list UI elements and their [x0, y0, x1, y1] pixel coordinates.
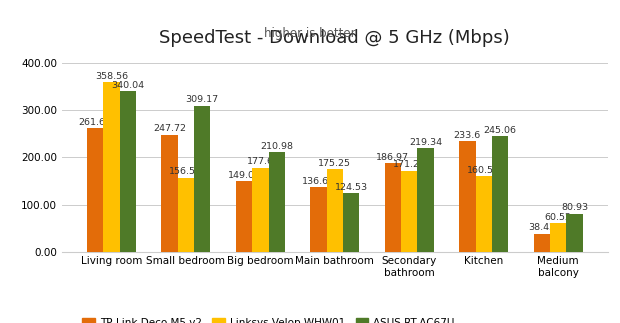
Bar [252, 168, 268, 252]
Text: 245.06: 245.06 [484, 126, 516, 135]
Bar [550, 223, 567, 252]
Bar [236, 182, 252, 252]
Text: 261.64: 261.64 [79, 118, 112, 127]
Bar [401, 171, 417, 252]
Bar [161, 135, 178, 252]
Bar [492, 136, 508, 252]
Bar [310, 187, 327, 252]
Text: higher is better: higher is better [264, 27, 356, 40]
Bar [194, 106, 210, 252]
Text: 219.34: 219.34 [409, 138, 442, 147]
Bar [343, 193, 360, 252]
Text: 309.17: 309.17 [185, 95, 219, 104]
Bar [178, 178, 194, 252]
Text: 124.53: 124.53 [335, 182, 368, 192]
Bar [384, 163, 401, 252]
Text: 175.25: 175.25 [318, 159, 352, 168]
Text: 149.05: 149.05 [228, 171, 260, 180]
Bar [120, 91, 136, 252]
Text: 358.56: 358.56 [95, 72, 128, 81]
Legend: TP-Link Deco M5 v2, Linksys Velop WHW01, ASUS RT-AC67U: TP-Link Deco M5 v2, Linksys Velop WHW01,… [78, 314, 459, 323]
Text: 60.52: 60.52 [545, 213, 572, 222]
Text: 80.93: 80.93 [561, 203, 588, 212]
Bar [534, 234, 550, 252]
Text: 156.56: 156.56 [169, 167, 202, 176]
Bar [567, 214, 583, 252]
Bar [476, 176, 492, 252]
Title: SpeedTest - Download @ 5 GHz (Mbps): SpeedTest - Download @ 5 GHz (Mbps) [159, 29, 510, 47]
Text: 136.67: 136.67 [302, 177, 335, 186]
Bar [327, 169, 343, 252]
Text: 177.6: 177.6 [247, 158, 274, 166]
Text: 233.6: 233.6 [454, 131, 481, 140]
Text: 340.04: 340.04 [111, 81, 144, 89]
Text: 160.51: 160.51 [467, 166, 500, 174]
Bar [103, 82, 120, 252]
Text: 247.72: 247.72 [153, 124, 186, 133]
Text: 186.97: 186.97 [376, 153, 409, 162]
Text: 210.98: 210.98 [260, 142, 293, 151]
Text: 171.25: 171.25 [393, 161, 426, 170]
Text: 38.42: 38.42 [528, 223, 556, 232]
Bar [268, 152, 285, 252]
Bar [87, 128, 103, 252]
Bar [417, 148, 434, 252]
Bar [459, 141, 476, 252]
